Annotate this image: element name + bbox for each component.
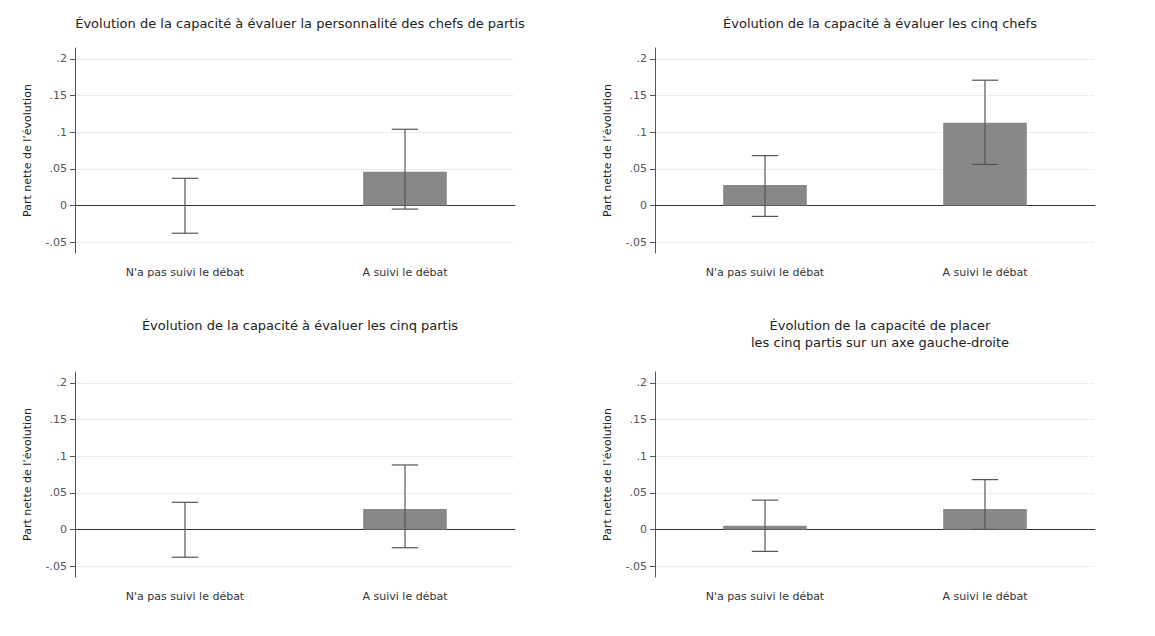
svg-text:.15: .15 (630, 89, 648, 102)
svg-text:.15: .15 (630, 413, 648, 426)
svg-text:.2: .2 (57, 376, 68, 389)
svg-text:Part nette de l’évolution: Part nette de l’évolution (21, 84, 34, 217)
svg-text:N'a pas suivi le débat: N'a pas suivi le débat (126, 266, 245, 279)
svg-text:-.05: -.05 (46, 560, 67, 573)
svg-text:A suivi le débat: A suivi le débat (363, 266, 449, 279)
svg-text:.05: .05 (50, 486, 68, 499)
svg-text:Part nette de l’évolution: Part nette de l’évolution (601, 408, 614, 541)
svg-text:.05: .05 (630, 162, 648, 175)
svg-text:-.05: -.05 (626, 560, 647, 573)
svg-text:Part nette de l’évolution: Part nette de l’évolution (21, 408, 34, 541)
svg-text:A suivi le débat: A suivi le débat (943, 590, 1029, 603)
svg-text:.2: .2 (637, 52, 648, 65)
svg-text:.15: .15 (50, 413, 68, 426)
svg-text:les cinq partis sur un axe gau: les cinq partis sur un axe gauche-droite (751, 335, 1009, 350)
svg-text:.1: .1 (57, 450, 68, 463)
svg-text:Évolution de la capacité à éva: Évolution de la capacité à évaluer les c… (142, 318, 458, 333)
svg-text:N'a pas suivi le débat: N'a pas suivi le débat (706, 590, 825, 603)
svg-text:A suivi le débat: A suivi le débat (363, 590, 449, 603)
svg-text:N'a pas suivi le débat: N'a pas suivi le débat (706, 266, 825, 279)
svg-text:0: 0 (60, 523, 67, 536)
svg-text:0: 0 (640, 199, 647, 212)
svg-text:.1: .1 (637, 126, 648, 139)
svg-text:0: 0 (640, 523, 647, 536)
svg-text:.2: .2 (637, 376, 648, 389)
svg-text:.1: .1 (637, 450, 648, 463)
svg-text:.2: .2 (57, 52, 68, 65)
svg-text:.05: .05 (50, 162, 68, 175)
svg-text:.15: .15 (50, 89, 68, 102)
svg-text:Part nette de l’évolution: Part nette de l’évolution (601, 84, 614, 217)
svg-text:.05: .05 (630, 486, 648, 499)
svg-text:Évolution de la capacité à éva: Évolution de la capacité à évaluer les c… (723, 16, 1037, 31)
svg-text:Évolution de la capacité de pl: Évolution de la capacité de placer (770, 318, 992, 333)
svg-text:-.05: -.05 (46, 236, 67, 249)
svg-text:Évolution de la capacité à éva: Évolution de la capacité à évaluer la pe… (75, 16, 525, 31)
svg-text:N'a pas suivi le débat: N'a pas suivi le débat (126, 590, 245, 603)
svg-text:A suivi le débat: A suivi le débat (943, 266, 1029, 279)
svg-text:-.05: -.05 (626, 236, 647, 249)
svg-text:.1: .1 (57, 126, 68, 139)
svg-text:0: 0 (60, 199, 67, 212)
